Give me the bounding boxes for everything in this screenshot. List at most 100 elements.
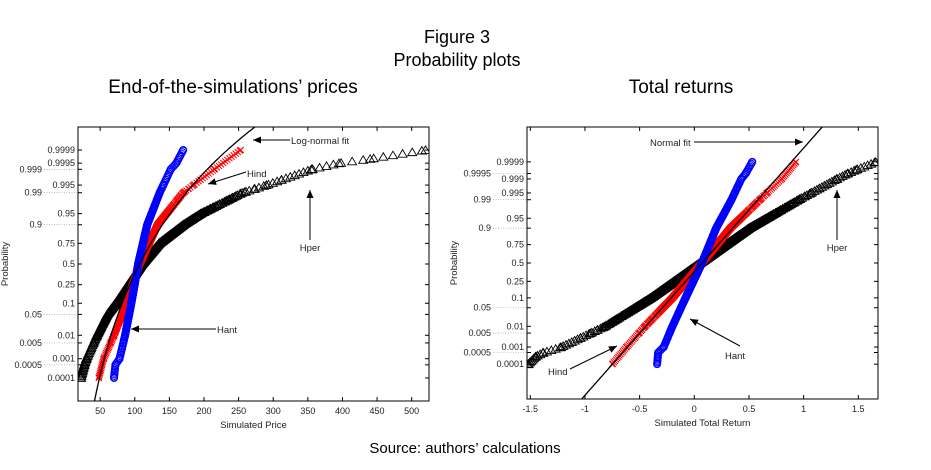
annotation-label: Hper [300,243,321,254]
hper-marker [160,233,172,242]
annotation-label: Hant [725,351,745,362]
hper-marker [806,187,818,197]
hper-marker [796,192,808,202]
annotation: Hind [548,345,618,378]
fit-line [580,127,824,399]
y-tick-label: 0.001 [501,342,524,352]
y-tick-label: 0.9995 [47,158,75,168]
hper-marker [869,157,878,167]
hper-marker [378,151,389,161]
hper-marker [534,349,546,359]
hper-marker [821,179,833,189]
hper-marker [809,186,820,195]
hper-marker [280,173,292,183]
hper-marker [314,162,325,172]
annotation: Hper [827,190,848,254]
hper-marker [243,185,255,195]
series-hper [78,145,429,382]
hper-marker [298,167,309,177]
hper-marker [368,153,379,163]
annotation-label: Hant [217,325,237,336]
hper-marker [258,180,270,190]
annotation: Normal fit [650,138,803,149]
figure-subtitle: Probability plots [393,50,521,70]
y-tick-label: 0.01 [506,321,524,331]
hper-marker [284,171,296,181]
annotation-arrowhead [131,325,139,333]
hper-marker [190,211,202,221]
hper-marker [232,190,243,199]
y-tick-label: 0.95 [506,213,524,223]
hper-marker [595,323,606,333]
hper-marker [164,230,176,239]
hper-marker [837,171,848,180]
fit-line [93,127,256,401]
y-axis-label: Probability [449,241,460,286]
hper-marker [858,161,870,171]
x-tick-label: 1 [801,404,806,414]
hper-marker [357,154,369,164]
hper-marker [819,180,830,190]
y-tick-label: 0.1 [511,293,524,303]
hper-marker [239,187,250,196]
x-tick-label: 250 [231,406,246,416]
hper-marker [174,222,186,232]
hper-marker [801,190,813,199]
series-hant [653,157,757,369]
y-tick-label: 0.25 [506,276,524,286]
x-tick-label: 50 [95,406,105,416]
y-tick-label: 0.999 [19,164,42,174]
hper-marker [529,351,541,361]
hper-marker [185,214,197,224]
hper-marker [156,236,168,245]
hper-marker [831,173,843,183]
y-tick-label: 0.9999 [496,157,524,167]
annotation: Hant [689,318,745,362]
y-tick-label: 0.995 [501,188,524,198]
y-tick-label: 0.99 [24,188,42,198]
hper-marker [227,192,238,202]
annotation: Hant [131,325,237,336]
x-tick-label: 1.5 [852,404,865,414]
hper-marker [799,191,810,201]
annotation-label: Hper [827,243,848,254]
y-axis-label: Probability [0,242,11,287]
hper-marker [235,188,246,198]
hant-marker [747,158,756,167]
y-tick-label: 0.95 [57,209,75,219]
hper-marker [541,346,553,356]
y-tick-label: 0.25 [57,280,75,290]
annotation-arrowhead [833,190,841,198]
x-tick-label: -1 [581,404,589,414]
hper-marker [158,234,170,244]
hper-marker [183,216,195,226]
plot-area [78,127,429,401]
hant-marker [655,347,664,356]
hper-marker [153,239,164,249]
hper-marker [321,161,332,170]
hper-marker [804,188,815,198]
y-tick-label: 0.005 [19,338,42,348]
hant-marker [747,159,756,168]
hper-marker [852,164,863,174]
hper-marker [855,162,867,172]
x-tick-label: 350 [300,406,315,416]
y-tick-label: 0.05 [24,309,42,319]
hper-marker [865,158,877,168]
hper-marker [387,150,399,160]
annotation-arrowhead [306,190,314,198]
y-tick-label: 0.0005 [14,360,42,370]
hind-marker [236,147,244,154]
x-tick-label: 450 [370,406,385,416]
hper-marker [829,175,840,184]
hper-marker [172,223,184,233]
hper-marker [181,217,192,227]
annotation-arrowhead [795,138,803,146]
y-tick-label: 0.75 [57,238,75,248]
hper-marker [307,164,318,173]
hper-marker [532,350,543,360]
y-tick-label: 0.005 [468,328,491,338]
hper-marker [794,194,805,204]
hper-marker [397,148,408,158]
hper-marker [293,168,305,178]
